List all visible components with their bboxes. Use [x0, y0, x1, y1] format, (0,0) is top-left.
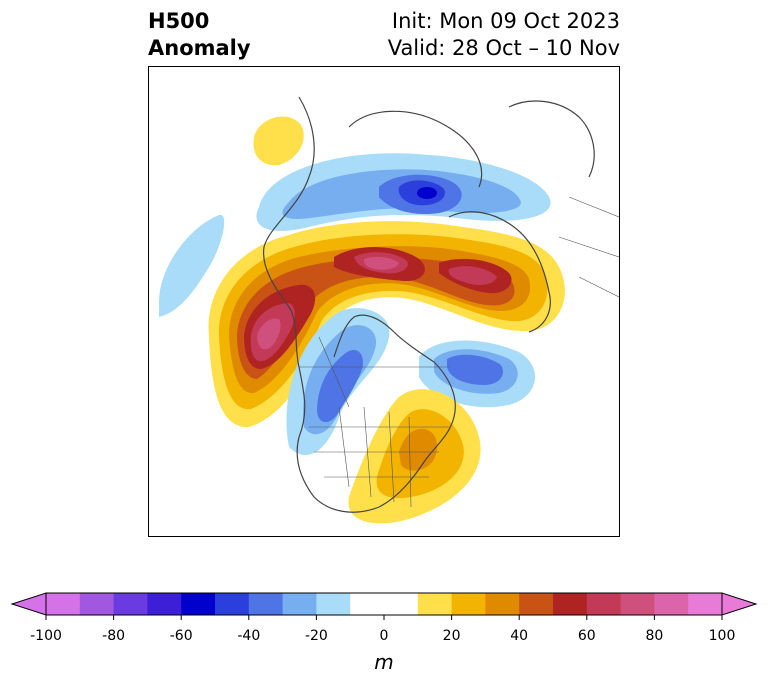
colorbar-bin [215, 593, 250, 615]
colorbar-bin [485, 593, 520, 615]
colorbar-bin [282, 593, 317, 615]
colorbar-bin [79, 593, 115, 615]
colorbar-tick-label: 40 [510, 628, 529, 644]
colorbar-tick-label: 0 [379, 628, 389, 644]
colorbar-tick-label: -80 [102, 628, 126, 644]
map-svg [159, 96, 619, 524]
colorbar-bin [654, 593, 689, 615]
colorbar-bin [553, 593, 588, 615]
init-date: Init: Mon 09 Oct 2023 [391, 9, 620, 33]
colorbar-tick-label: 100 [708, 628, 736, 644]
colorbar-bin [248, 593, 284, 615]
title-variable: H500 [148, 9, 210, 33]
colorbar-tick-label: 80 [645, 628, 664, 644]
colorbar-bin [316, 593, 351, 615]
title-field: Anomaly [148, 36, 251, 60]
negative-anomaly-pacific [159, 214, 225, 317]
title-left: H500 Anomaly [148, 8, 251, 62]
colorbar-label: m [374, 650, 394, 674]
colorbar-bin [688, 593, 723, 615]
map-frame [148, 66, 620, 537]
colorbar-tick-label: -60 [169, 628, 193, 644]
colorbar-bin [350, 593, 385, 615]
positive-anomaly-siberia [253, 116, 304, 166]
colorbar-bin [620, 593, 655, 615]
colorbar-extend-high [721, 592, 758, 616]
colorbar-bin [181, 593, 216, 615]
colorbar-bins [46, 593, 723, 615]
colorbar-tick-label: -40 [237, 628, 261, 644]
positive-anomaly-east [348, 389, 481, 524]
colorbar [10, 592, 758, 620]
political-borders [299, 196, 619, 508]
colorbar-bin [586, 593, 622, 615]
colorbar-tick-label: 60 [577, 628, 596, 644]
colorbar-tick-label: 20 [442, 628, 461, 644]
colorbar-bin [46, 593, 81, 615]
colorbar-bin [417, 593, 453, 615]
valid-range: Valid: 28 Oct – 10 Nov [387, 36, 620, 60]
colorbar-bin [147, 593, 182, 615]
coastlines [262, 96, 595, 513]
colorbar-ticks [45, 615, 723, 620]
colorbar-bin [113, 593, 148, 615]
colorbar-bin [519, 593, 554, 615]
colorbar-tick-label: -100 [30, 628, 62, 644]
negative-anomaly-arctic [256, 153, 551, 231]
title-right: Init: Mon 09 Oct 2023 Valid: 28 Oct – 10… [388, 8, 620, 62]
colorbar-tick-label: -20 [304, 628, 328, 644]
colorbar-bin [384, 593, 419, 615]
colorbar-bin [451, 593, 486, 615]
colorbar-extend-low [10, 592, 47, 616]
